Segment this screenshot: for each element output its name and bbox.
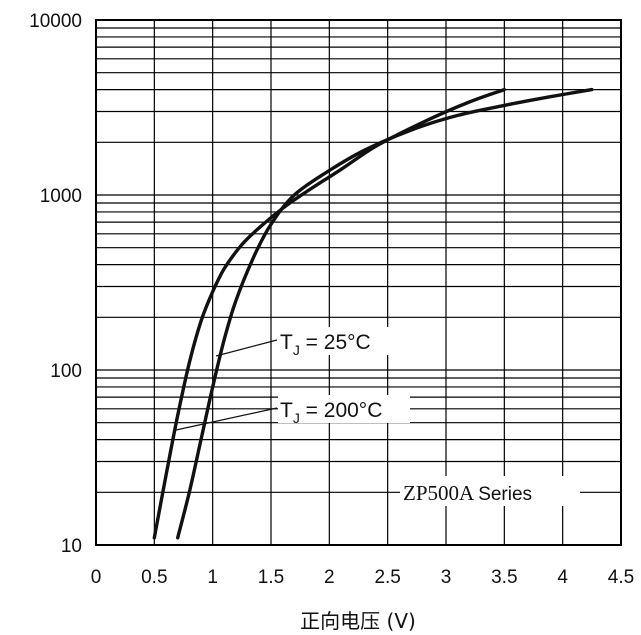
plot-frame: [95, 19, 622, 546]
x-tick-label: 2.5: [374, 567, 400, 588]
y-tick-label: 100: [50, 361, 82, 382]
series-label: ZP500A Series: [403, 481, 532, 505]
series-label-bg: [400, 476, 580, 506]
x-tick-label: 1: [207, 567, 218, 588]
tj25-label-bg: [278, 327, 396, 355]
y-tick-label: 1000: [40, 186, 82, 207]
x-tick-label: 2: [324, 567, 335, 588]
x-tick-label: 4.5: [608, 567, 634, 588]
x-tick-label: 3: [441, 567, 452, 588]
y-tick-label: 10000: [29, 11, 82, 32]
annotations: TJ = 25°C TJ = 200°C ZP500A Series: [175, 327, 580, 506]
x-tick-label: 3.5: [491, 567, 517, 588]
grid: [95, 20, 622, 546]
x-axis-label: 正向电压 (V): [300, 609, 416, 633]
curves: [152, 87, 594, 540]
tj25-label: TJ = 25°C: [280, 331, 371, 358]
x-tick-label: 0: [91, 567, 102, 588]
x-tick-label: 1.5: [258, 567, 284, 588]
x-tick-label: 0.5: [141, 567, 167, 588]
tj200-leader-line: [175, 407, 278, 431]
curve-tj-25c: [176, 87, 594, 540]
curve-tj-200c: [152, 87, 506, 540]
tj200-label: TJ = 200°C: [280, 399, 382, 426]
y-tick-label: 10: [61, 536, 82, 557]
x-tick-label: 4: [557, 567, 568, 588]
tj25-leader-line: [215, 339, 278, 357]
tick-labels: 0 0.5 1 1.5 2 2.5 3 3.5 4 4.5 10 100 1000 10000: [29, 11, 634, 588]
tj200-label-bg: [278, 395, 410, 423]
